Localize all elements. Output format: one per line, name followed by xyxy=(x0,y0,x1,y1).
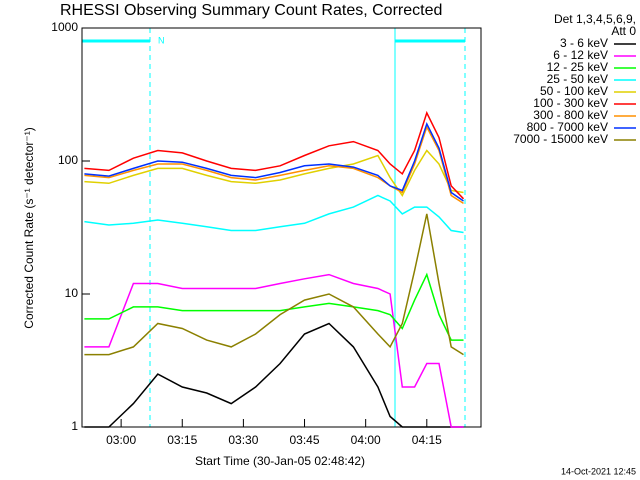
legend-label: 25 - 50 keV xyxy=(547,72,608,86)
series-line xyxy=(84,110,465,200)
series-line xyxy=(84,322,464,428)
legend-header: Att 0 xyxy=(611,24,636,38)
legend-label: 300 - 800 keV xyxy=(533,108,608,122)
legend-label: 800 - 7000 keV xyxy=(527,120,608,134)
legend-label: 6 - 12 keV xyxy=(553,48,608,62)
orbit-indicators: N xyxy=(82,28,466,427)
series-line xyxy=(84,213,464,356)
y-tick-label: 1 xyxy=(71,419,78,433)
legend-label: 3 - 6 keV xyxy=(560,36,608,50)
legend-label: 50 - 100 keV xyxy=(540,84,608,98)
y-tick-label: 1000 xyxy=(51,20,78,34)
x-tick-label: 03:00 xyxy=(106,433,136,447)
x-axis-label: Start Time (30-Jan-05 02:48:42) xyxy=(195,454,365,468)
series-line xyxy=(84,149,464,197)
footer: 14-Oct-2021 12:45 xyxy=(561,466,636,476)
annotation: N xyxy=(158,35,165,45)
legend-header: Det 1,3,4,5,6,9, xyxy=(554,12,636,26)
legend-label: 7000 - 15000 keV xyxy=(513,132,608,146)
y-tick-label: 100 xyxy=(58,153,78,167)
x-tick-label: 03:15 xyxy=(167,433,197,447)
series-line xyxy=(84,194,464,234)
series-line xyxy=(84,121,464,202)
chart-title: RHESSI Observing Summary Count Rates, Co… xyxy=(60,2,442,19)
series-line xyxy=(84,125,464,205)
y-tick-label: 10 xyxy=(65,286,79,300)
legend-label: 100 - 300 keV xyxy=(533,96,608,110)
x-tick-label: 03:45 xyxy=(290,433,320,447)
x-tick-label: 04:00 xyxy=(351,433,381,447)
plot-frame xyxy=(81,27,482,428)
x-tick-label: 03:30 xyxy=(228,433,258,447)
x-tick-label: 04:15 xyxy=(412,433,442,447)
y-axis-label: Corrected Count Rate (s⁻¹ detector⁻¹) xyxy=(22,127,36,328)
legend-label: 12 - 25 keV xyxy=(547,60,608,74)
series-line xyxy=(84,273,464,428)
series-line xyxy=(84,272,464,341)
